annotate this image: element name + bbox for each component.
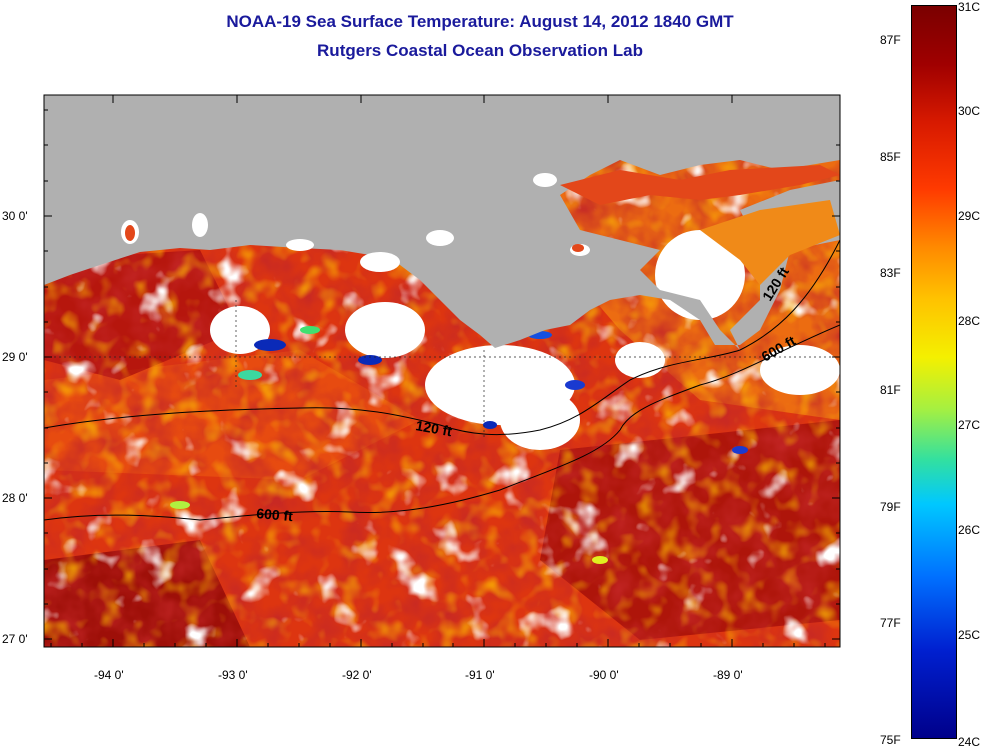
cloud-mass	[210, 230, 840, 450]
lat-label-28: 28 0'	[2, 491, 28, 505]
bathymetry-contours	[44, 239, 840, 521]
contour-label: 120 ft	[414, 417, 453, 439]
land-mass	[44, 95, 840, 350]
colorbar-c-label: 31C	[958, 0, 981, 14]
colorbar-c-label: 25C	[958, 628, 981, 642]
lon-label-94: -94 0'	[94, 668, 124, 682]
lat-label-27: 27 0'	[2, 632, 28, 646]
map-title: NOAA-19 Sea Surface Temperature: August …	[226, 12, 734, 31]
colorbar-f-label: 77F	[880, 616, 901, 630]
cool-water-patches	[170, 326, 748, 564]
lon-label-93: -93 0'	[218, 668, 248, 682]
colorbar-f-label: 75F	[880, 733, 901, 747]
colorbar-c-label: 30C	[958, 104, 981, 118]
colorbar-c-label: 26C	[958, 523, 981, 537]
contour-label: 600 ft	[256, 505, 294, 524]
lon-label-92: -92 0'	[342, 668, 372, 682]
colorbar-f-label: 81F	[880, 383, 901, 397]
colorbar-f-label: 85F	[880, 150, 901, 164]
colorbar-f-label: 87F	[880, 33, 901, 47]
colorbar-c-label: 24C	[958, 735, 981, 749]
axis-ticks	[44, 95, 840, 647]
map-subtitle: Rutgers Coastal Ocean Observation Lab	[317, 41, 643, 60]
lat-label-30: 30 0'	[2, 209, 28, 223]
lon-label-91: -91 0'	[465, 668, 495, 682]
lon-label-89: -89 0'	[713, 668, 743, 682]
colorbar-f-label: 79F	[880, 500, 901, 514]
lon-label-90: -90 0'	[589, 668, 619, 682]
map-frame	[43, 94, 841, 648]
colorbar-c-label: 28C	[958, 314, 981, 328]
contour-120ft	[44, 239, 840, 436]
temperature-colorbar	[911, 5, 957, 739]
grid-lines	[44, 300, 840, 440]
colorbar-c-label: 27C	[958, 418, 981, 432]
colorbar-c-label: 29C	[958, 209, 981, 223]
lat-label-29: 29 0'	[2, 350, 28, 364]
contour-600ft	[44, 324, 840, 521]
colorbar-f-label: 83F	[880, 266, 901, 280]
inland-water	[125, 165, 840, 285]
